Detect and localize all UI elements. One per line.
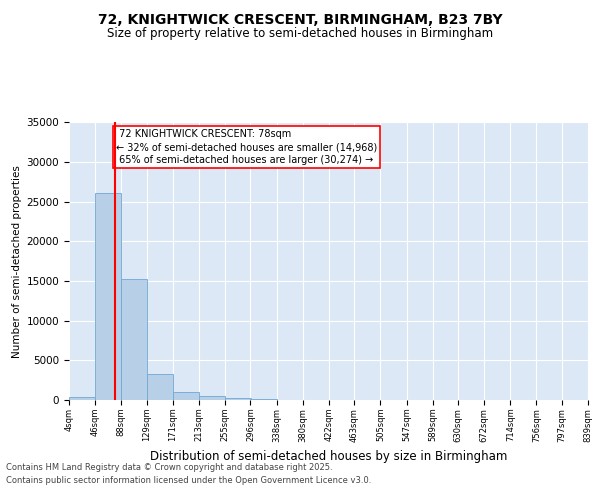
Text: 72, KNIGHTWICK CRESCENT, BIRMINGHAM, B23 7BY: 72, KNIGHTWICK CRESCENT, BIRMINGHAM, B23… (98, 12, 502, 26)
Bar (225, 398, 251, 400)
Bar (146, 374, 173, 400)
X-axis label: Distribution of semi-detached houses by size in Birmingham: Distribution of semi-detached houses by … (150, 450, 507, 463)
Bar (121, 280, 148, 400)
Bar (199, 396, 225, 400)
Bar (69, 397, 95, 400)
Bar (173, 392, 199, 400)
Text: 72 KNIGHTWICK CRESCENT: 78sqm
← 32% of semi-detached houses are smaller (14,968): 72 KNIGHTWICK CRESCENT: 78sqm ← 32% of s… (116, 129, 377, 165)
Text: Size of property relative to semi-detached houses in Birmingham: Size of property relative to semi-detach… (107, 28, 493, 40)
Y-axis label: Number of semi-detached properties: Number of semi-detached properties (13, 165, 22, 358)
Bar (95, 193, 121, 400)
Text: Contains public sector information licensed under the Open Government Licence v3: Contains public sector information licen… (6, 476, 371, 485)
Text: Contains HM Land Registry data © Crown copyright and database right 2025.: Contains HM Land Registry data © Crown c… (6, 462, 332, 471)
